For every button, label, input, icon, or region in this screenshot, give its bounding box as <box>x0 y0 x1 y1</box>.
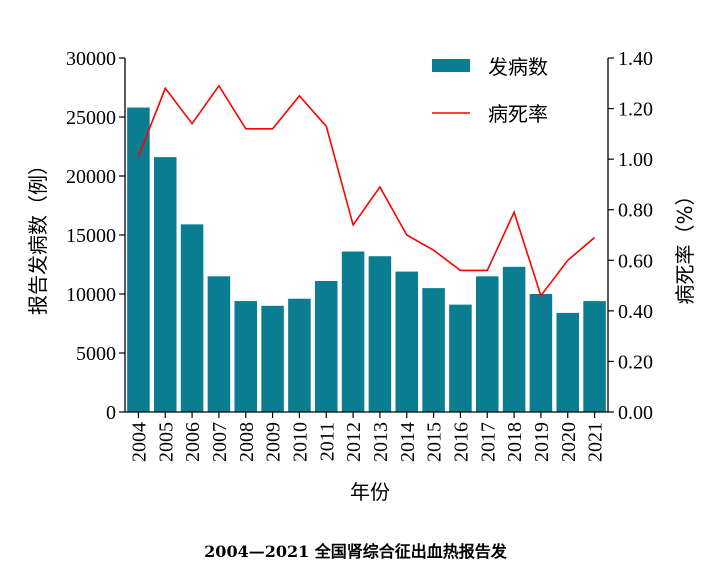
x-tick-label: 2019 <box>531 422 553 462</box>
x-tick-label: 2015 <box>424 422 446 462</box>
bar-2011 <box>314 281 338 412</box>
bar-2012 <box>341 251 365 412</box>
line-series <box>137 84 596 298</box>
bar-2016 <box>449 304 472 412</box>
x-tick-label: 2006 <box>182 422 204 462</box>
x-tick-label: 2008 <box>236 422 258 462</box>
x-tick-label: 2012 <box>343 422 365 462</box>
x-tick-label: 2021 <box>585 422 607 462</box>
right-tick-label: 1.00 <box>618 149 653 171</box>
x-tick-label: 2020 <box>558 422 580 462</box>
bar-2018 <box>502 266 526 412</box>
bar-2006 <box>180 224 204 412</box>
x-tick-label: 2013 <box>370 422 392 462</box>
bar-2017 <box>475 276 499 412</box>
x-tick-label: 2016 <box>450 422 472 462</box>
legend-bar-swatch <box>432 59 470 72</box>
right-y-tick-labels: 0.00 0.20 0.40 0.60 0.80 1.00 1.20 1.40 <box>618 48 653 424</box>
left-tick-label: 25000 <box>66 107 116 129</box>
figure-caption: 2004—2021 全国肾综合征出血热报告发 <box>204 542 507 561</box>
right-tick-label: 0.60 <box>618 250 653 272</box>
bar-2019 <box>529 294 553 412</box>
right-tick-label: 0.00 <box>618 402 653 424</box>
left-tick-label: 15000 <box>66 225 116 247</box>
x-tick-label: 2010 <box>289 422 311 462</box>
left-y-axis-label: 报告发病数（例） <box>26 155 50 315</box>
chart: 2004 2005 2006 2007 2008 2009 2010 2011 2012 2013… <box>26 48 697 504</box>
right-tick-label: 1.40 <box>618 48 653 70</box>
x-tick-label: 2007 <box>209 422 231 462</box>
left-tick-label: 5000 <box>76 343 116 365</box>
bar-2020 <box>556 312 580 412</box>
right-tick-label: 0.40 <box>618 301 653 323</box>
x-axis-label: 年份 <box>350 480 390 504</box>
right-tick-label: 1.20 <box>618 99 653 121</box>
mortality-rate-line <box>137 84 596 298</box>
x-tick-label: 2009 <box>263 422 285 462</box>
left-tick-label: 20000 <box>66 166 116 188</box>
bar-2015 <box>422 288 445 412</box>
legend-line-label: 病死率 <box>488 102 548 126</box>
bar-series <box>127 107 606 412</box>
legend-bar-label: 发病数 <box>488 55 548 79</box>
left-tick-label: 10000 <box>66 284 116 306</box>
left-tick-label: 0 <box>106 402 116 424</box>
bar-2007 <box>207 276 231 412</box>
x-tick-label: 2018 <box>504 422 526 462</box>
x-tick-labels: 2004 2005 2006 2007 2008 2009 2010 2011 2012 2013… <box>128 422 606 462</box>
bar-2008 <box>234 301 258 412</box>
right-y-axis-label: 病死率（%） <box>673 185 697 304</box>
bar-2014 <box>395 271 419 412</box>
x-tick-label: 2014 <box>397 422 419 462</box>
left-y-tick-labels: 0 5000 10000 15000 20000 25000 30000 <box>66 48 116 424</box>
x-tick-label: 2004 <box>128 422 150 462</box>
bar-2009 <box>261 305 284 412</box>
bar-2010 <box>288 298 311 412</box>
right-tick-label: 0.80 <box>618 200 653 222</box>
bar-2021 <box>583 301 606 412</box>
legend: 发病数 病死率 <box>432 55 548 126</box>
bar-2005 <box>153 157 177 412</box>
right-tick-label: 0.20 <box>618 351 653 373</box>
left-tick-label: 30000 <box>66 48 116 70</box>
bar-2004 <box>127 107 150 412</box>
bar-2013 <box>368 256 392 412</box>
x-tick-label: 2005 <box>155 422 177 462</box>
axes <box>119 57 614 418</box>
x-tick-label: 2017 <box>477 422 499 462</box>
x-tick-label: 2011 <box>316 422 338 461</box>
